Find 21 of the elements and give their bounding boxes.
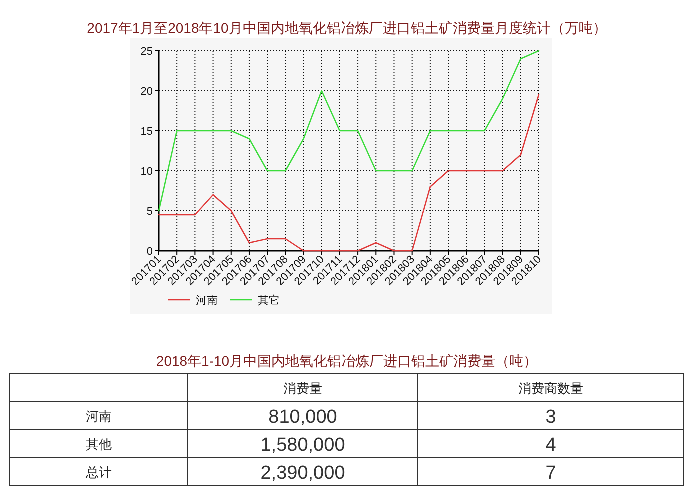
y-tick-label: 5 [146, 206, 153, 218]
category-label: 总计 [85, 465, 112, 480]
y-tick-label: 0 [146, 246, 153, 258]
y-tick-label: 20 [140, 86, 153, 98]
chart-title: 2017年1月至2018年10月中国内地氧化铝冶炼厂进口铝土矿消费量月度统计（万吨） [87, 20, 607, 36]
category-label: 其他 [86, 437, 112, 452]
y-tick-label: 15 [140, 126, 153, 138]
data-label: 7 [546, 463, 556, 484]
data-label: 1,580,000 [260, 435, 346, 456]
data-label: 2,390,000 [260, 463, 346, 484]
data-label: 4 [546, 435, 557, 456]
text: 消费商数量 [518, 381, 584, 396]
category-label: 河南 [86, 409, 112, 424]
text: 消费量 [284, 381, 322, 396]
legend-label: 其它 [258, 294, 280, 307]
data-label: 3 [546, 407, 556, 428]
y-tick-label: 25 [140, 46, 153, 58]
y-tick-label: 10 [140, 166, 153, 178]
text: 2018年1-10月中国内地氧化铝冶炼厂进口铝土矿消费量（吨） [156, 353, 538, 369]
legend-label: 河南 [196, 294, 218, 307]
data-label: 810,000 [268, 407, 338, 428]
